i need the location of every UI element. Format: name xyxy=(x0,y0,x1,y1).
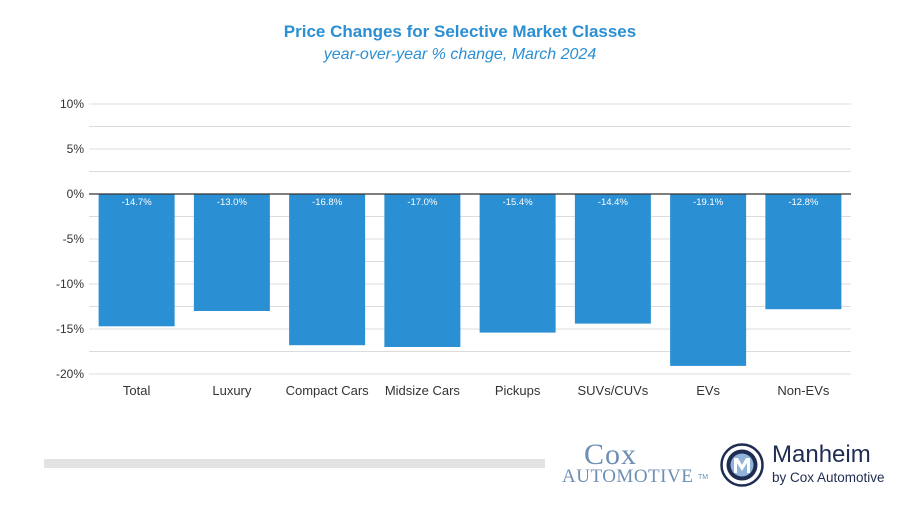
x-category-label: Compact Cars xyxy=(286,383,370,398)
x-category-label: Luxury xyxy=(212,383,252,398)
y-tick-label: -20% xyxy=(56,367,84,381)
y-tick-label: -10% xyxy=(56,277,84,291)
y-tick-label: -5% xyxy=(63,232,85,246)
cox-logo-trademark: TM xyxy=(698,474,709,481)
x-category-label: Total xyxy=(123,383,151,398)
bar-value-label: -14.7% xyxy=(122,197,153,208)
cox-automotive-logo: Cox AUTOMOTIVE TM xyxy=(560,438,710,490)
manheim-logo-word: Manheim xyxy=(772,441,871,468)
cox-logo-word: Cox xyxy=(584,438,638,471)
chart-title: Price Changes for Selective Market Class… xyxy=(283,22,637,41)
bar-value-label: -15.4% xyxy=(503,197,534,208)
x-category-label: Pickups xyxy=(495,383,541,398)
manheim-logo: Manheim by Cox Automotive xyxy=(720,441,910,491)
bar xyxy=(670,194,747,366)
bar xyxy=(193,194,270,311)
y-tick-label: 0% xyxy=(67,187,85,201)
x-category-label: Non-EVs xyxy=(777,383,830,398)
bar-value-label: -14.4% xyxy=(598,197,629,208)
bar-value-label: -13.0% xyxy=(217,197,248,208)
y-tick-label: 10% xyxy=(60,97,84,111)
bar xyxy=(289,194,366,346)
x-category-label: SUVs/CUVs xyxy=(577,383,648,398)
y-tick-label: -15% xyxy=(56,322,84,336)
bar xyxy=(479,194,556,333)
bar xyxy=(384,194,461,347)
bar-value-label: -16.8% xyxy=(312,197,343,208)
cox-logo-subword: AUTOMOTIVE xyxy=(562,466,694,487)
x-category-label: EVs xyxy=(696,383,720,398)
manheim-m-roundel-icon xyxy=(720,443,764,487)
bar-value-label: -17.0% xyxy=(407,197,438,208)
bar-value-label: -19.1% xyxy=(693,197,724,208)
manheim-logo-subtitle: by Cox Automotive xyxy=(772,470,885,485)
bar xyxy=(574,194,651,324)
bar xyxy=(98,194,175,327)
footer-divider-bar xyxy=(44,459,545,468)
chart-subtitle: year-over-year % change, March 2024 xyxy=(323,46,597,63)
bar-value-label: -12.8% xyxy=(788,197,819,208)
bar xyxy=(765,194,842,310)
x-category-label: Midsize Cars xyxy=(385,383,461,398)
y-tick-label: 5% xyxy=(67,142,85,156)
